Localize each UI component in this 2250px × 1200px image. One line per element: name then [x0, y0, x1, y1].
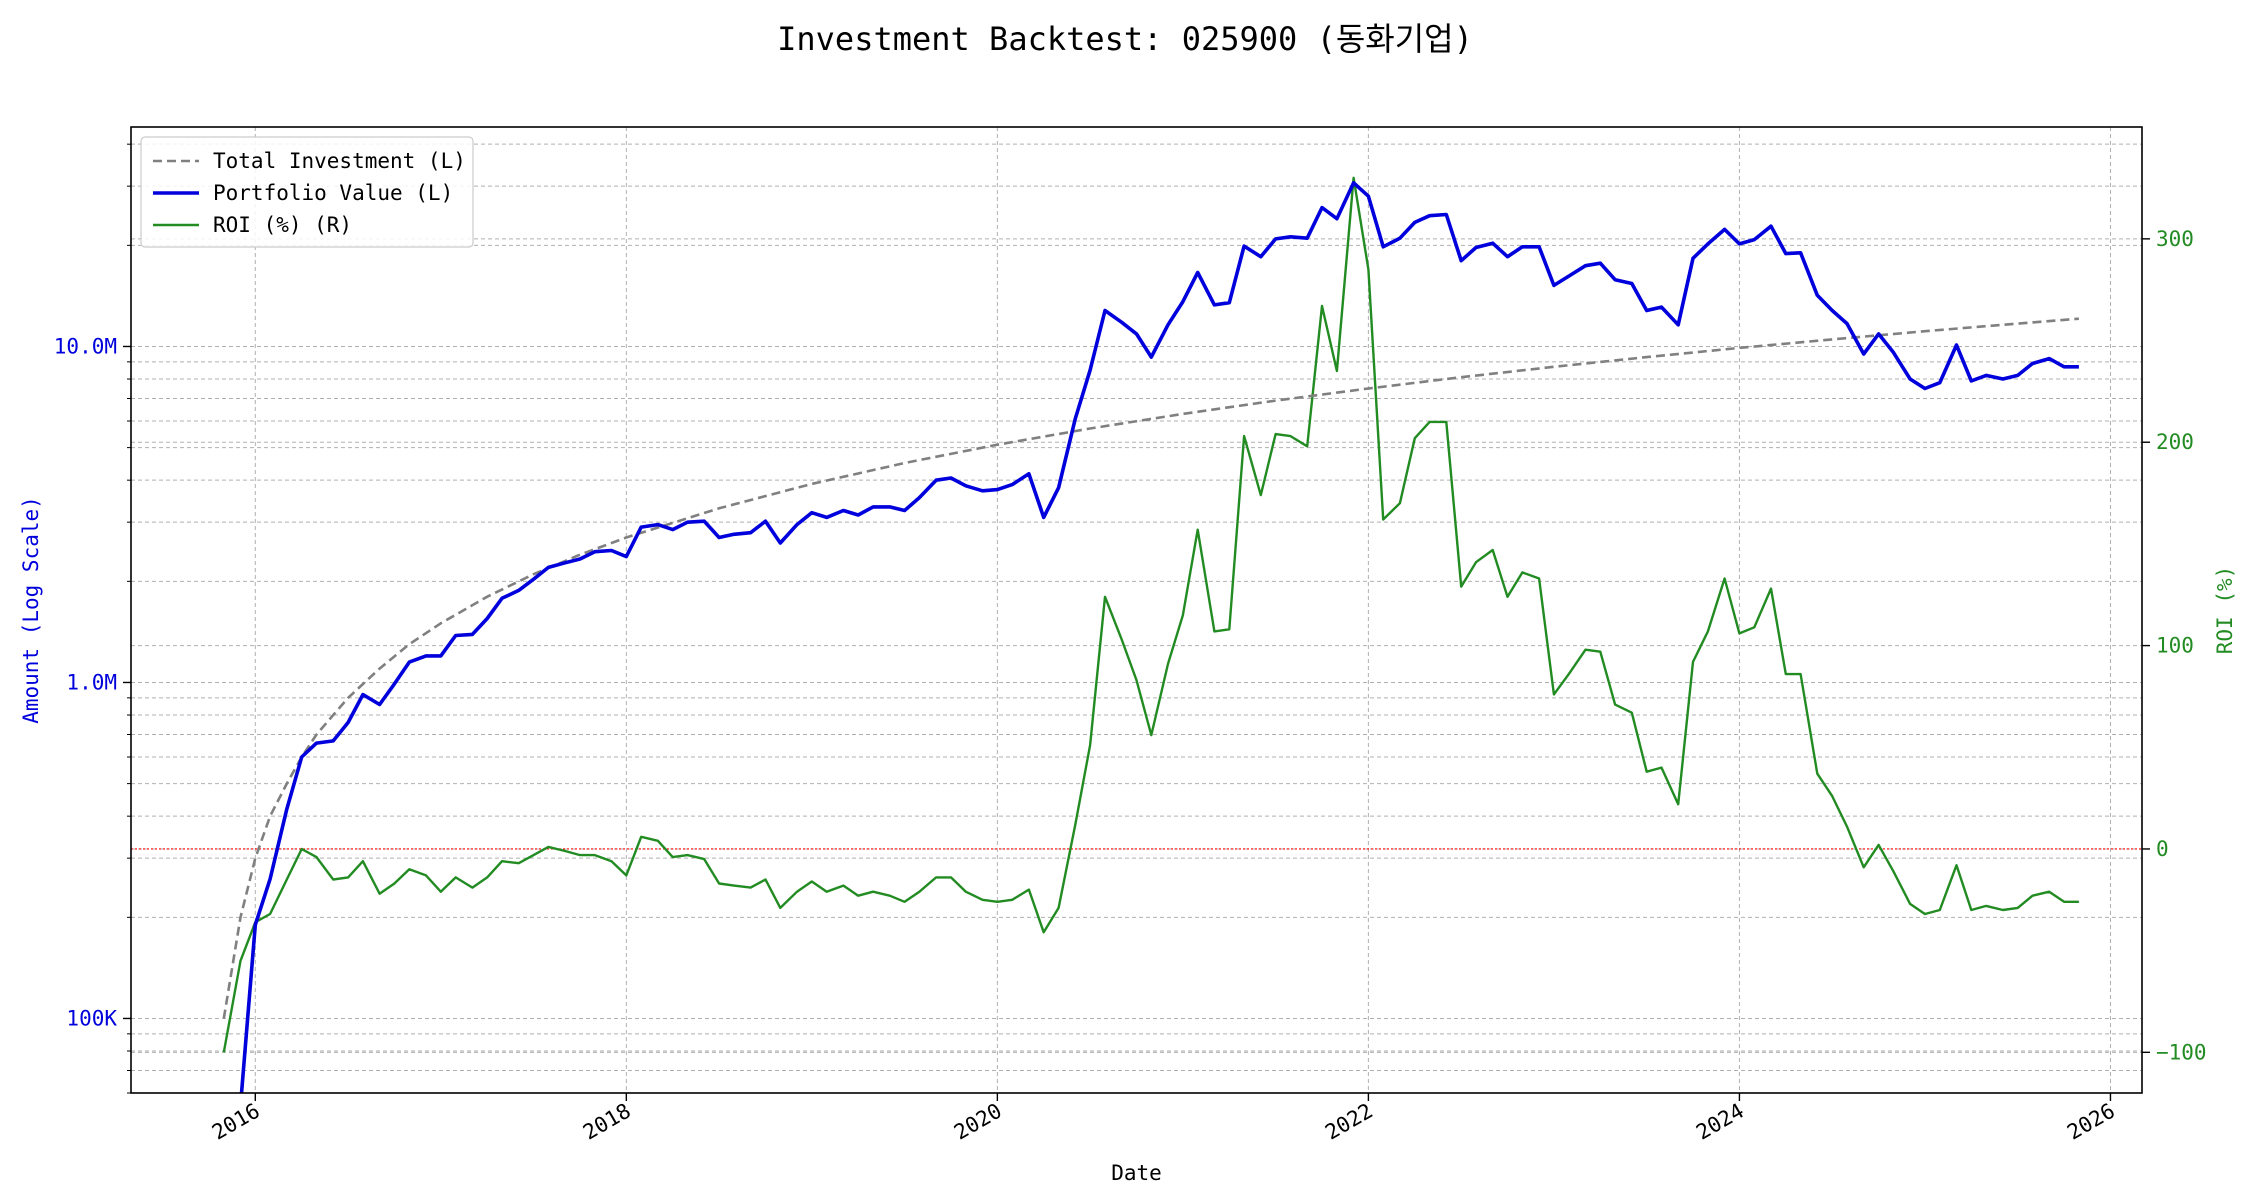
series-line-0 — [222, 317, 2080, 1019]
series-lines — [222, 176, 2080, 1093]
right-tick-label: 200 — [2156, 430, 2194, 454]
x-axis-label: Date — [1111, 1161, 1162, 1185]
legend-box — [140, 136, 474, 248]
legend: Total Investment (L) Portfolio Value (L) R… — [140, 136, 474, 248]
chart-title: Investment Backtest: 025900 (동화기업) — [777, 20, 1473, 58]
legend-label: Total Investment (L) — [213, 149, 466, 173]
x-tick-label: 2022 — [1321, 1099, 1377, 1145]
left-tick-label: 10.0M — [54, 334, 117, 358]
series-line-1 — [239, 181, 2079, 1093]
plot-area-frame — [130, 126, 2143, 1094]
series-line-2 — [222, 176, 2079, 1053]
x-tick-label: 2018 — [579, 1099, 635, 1145]
x-tick-label: 2026 — [2063, 1099, 2119, 1145]
left-y-axis: 100K 1.0M 10.0M — [54, 143, 131, 1094]
right-tick-label: 300 — [2156, 227, 2194, 251]
left-y-axis-label: Amount (Log Scale) — [19, 496, 43, 724]
x-tick-label: 2024 — [1692, 1099, 1748, 1145]
legend-label: Portfolio Value (L) — [213, 181, 453, 205]
x-axis: 2016 2018 2020 2022 2024 2026 — [208, 1093, 2119, 1145]
x-tick-label: 2020 — [950, 1099, 1006, 1145]
right-y-axis-label: ROI (%) — [2213, 566, 2237, 655]
x-tick-label: 2016 — [208, 1099, 264, 1145]
legend-label: ROI (%) (R) — [213, 213, 352, 237]
right-tick-label: 0 — [2156, 837, 2169, 861]
left-tick-label: 1.0M — [66, 670, 117, 694]
right-y-axis: −100 0 100 200 300 — [2142, 227, 2207, 1064]
left-tick-label: 100K — [66, 1006, 117, 1030]
right-tick-label: −100 — [2156, 1040, 2207, 1064]
right-tick-label: 100 — [2156, 634, 2194, 658]
grid-lines — [131, 127, 2142, 1094]
